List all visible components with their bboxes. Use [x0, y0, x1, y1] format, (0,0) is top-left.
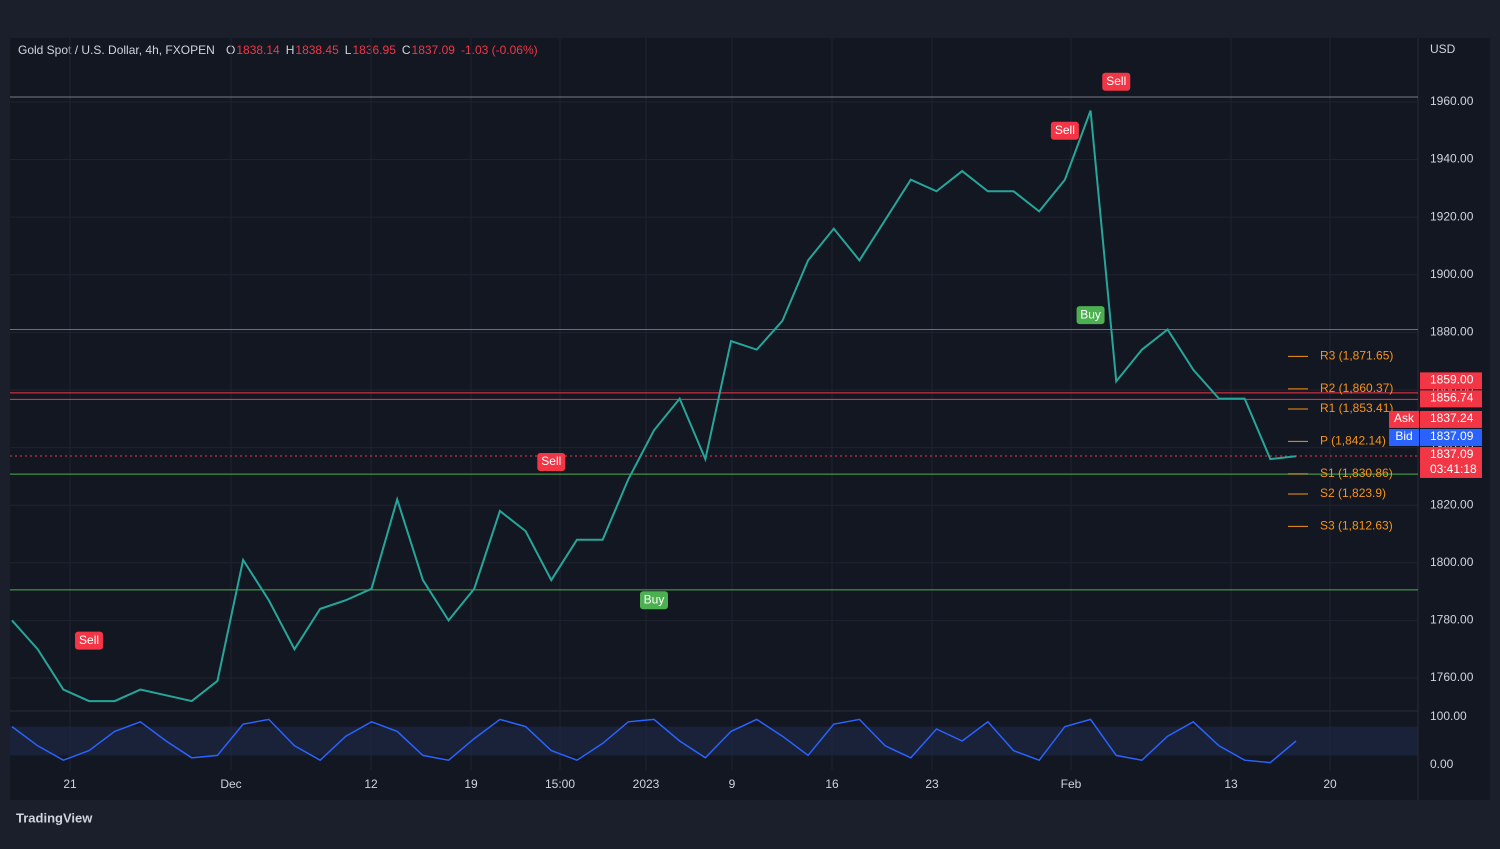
pivot-label: S1 (1,830.86) — [1320, 466, 1393, 480]
ohlc-value: 1836.95 — [352, 43, 396, 57]
signal-label: Buy — [1080, 307, 1101, 321]
pivot-label: R3 (1,871.65) — [1320, 349, 1393, 363]
x-tick-label: 19 — [464, 777, 478, 791]
price-label-box — [1420, 428, 1482, 446]
pivot-label: S2 (1,823.9) — [1320, 486, 1386, 500]
x-tick-label: Feb — [1061, 777, 1082, 791]
signal-label: Sell — [541, 454, 561, 468]
x-tick-label: 21 — [63, 777, 77, 791]
signal-label: Sell — [1055, 123, 1075, 137]
signal-badge — [1050, 121, 1079, 140]
pivot-label: S3 (1,812.63) — [1320, 519, 1393, 533]
signal-label: Sell — [79, 633, 99, 647]
price-label-name: Ask — [1394, 411, 1415, 425]
signal-badge — [640, 591, 668, 610]
y-tick-label: 1940.00 — [1430, 152, 1474, 166]
price-label-box — [1420, 372, 1482, 390]
ohlc-value: 1837.09 — [412, 43, 456, 57]
x-tick-label: 12 — [364, 777, 378, 791]
y-tick-label: 1820.00 — [1430, 497, 1474, 511]
price-label-name: Bid — [1395, 429, 1412, 443]
y-tick-label: 1920.00 — [1430, 209, 1474, 223]
pivot-label: R2 (1,860.37) — [1320, 381, 1393, 395]
chart-area — [10, 38, 1490, 800]
y-tick-label: 1900.00 — [1430, 267, 1474, 281]
x-tick-label: 23 — [925, 777, 939, 791]
price-label: 1837.09 — [1430, 429, 1474, 443]
x-tick-label: 15:00 — [545, 777, 575, 791]
oscillator-tick-label: 0.00 — [1430, 757, 1454, 771]
signal-badge — [537, 452, 566, 471]
signal-label: Buy — [644, 592, 665, 606]
price-label: 1837.24 — [1430, 411, 1474, 425]
price-label: 1856.74 — [1430, 391, 1474, 405]
oscillator-tick-label: 100.00 — [1430, 709, 1467, 723]
change: -1.03 (-0.06%) — [461, 43, 538, 57]
price-label-tag — [1389, 410, 1419, 428]
price-line — [11, 110, 1297, 703]
chart-title: Gold Spot / U.S. Dollar, 4h, FXOPEN — [18, 43, 215, 57]
y-tick-label: 1960.00 — [1430, 94, 1474, 108]
x-tick-label: Dec — [220, 777, 241, 791]
oscillator-band — [10, 726, 1418, 756]
brand: TradingView — [16, 810, 93, 825]
price-label-box — [1420, 390, 1482, 408]
oscillator-line — [11, 718, 1297, 764]
x-tick-label: 9 — [729, 777, 736, 791]
signal-badge — [1076, 306, 1105, 325]
signal-badge — [75, 631, 104, 650]
ohlc-value: 1838.14 — [236, 43, 280, 57]
y-tick-label: 1760.00 — [1430, 670, 1474, 684]
ohlc-key: C — [402, 43, 411, 57]
currency: USD — [1430, 42, 1456, 56]
signal-label: Sell — [1106, 74, 1126, 88]
x-tick-label: 2023 — [633, 777, 660, 791]
ohlc-key: H — [286, 43, 295, 57]
price-label-box — [1420, 446, 1482, 478]
price-label-box — [1420, 410, 1482, 428]
pivot-label: R1 (1,853.41) — [1320, 401, 1393, 415]
signal-badge — [1102, 72, 1131, 91]
x-tick-label: 16 — [825, 777, 839, 791]
y-tick-label: 1880.00 — [1430, 325, 1474, 339]
price-label: 1859.00 — [1430, 373, 1474, 387]
ohlc-key: L — [345, 43, 352, 57]
ohlc-value: 1838.45 — [295, 43, 339, 57]
y-tick-label: 1780.00 — [1430, 613, 1474, 627]
pivot-label: P (1,842.14) — [1320, 434, 1386, 448]
price-label: 1837.09 — [1430, 447, 1474, 461]
x-tick-label: 13 — [1224, 777, 1238, 791]
y-tick-label: 1800.00 — [1430, 555, 1474, 569]
x-tick-label: 20 — [1323, 777, 1337, 791]
countdown: 03:41:18 — [1430, 462, 1477, 476]
price-label-tag — [1389, 428, 1419, 446]
